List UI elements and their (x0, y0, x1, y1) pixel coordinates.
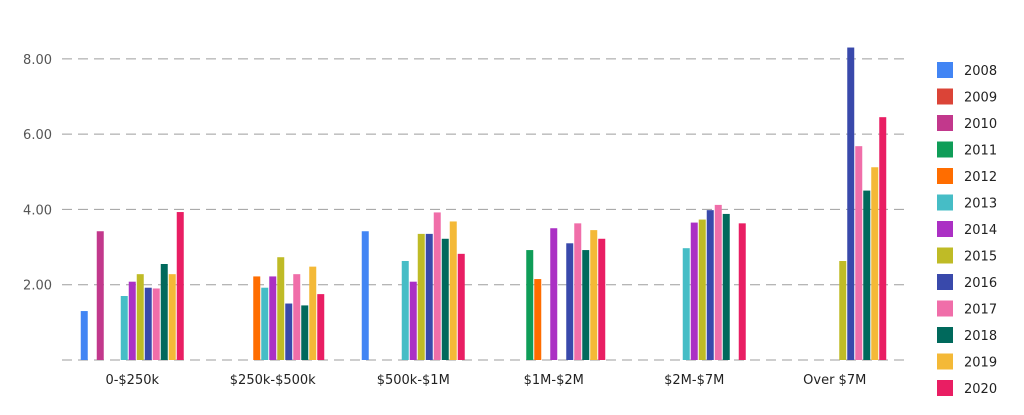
bar-2011-3 (526, 250, 534, 360)
bar-2020-2 (457, 253, 465, 360)
legend-swatch-2008 (937, 62, 953, 78)
bar-2018-2 (441, 238, 449, 360)
x-tick-label: $1M-$2M (524, 373, 584, 388)
legend-label-2015: 2015 (964, 250, 997, 265)
legend-label-2016: 2016 (964, 276, 997, 291)
legend-swatch-2018 (937, 327, 953, 343)
legend-swatch-2019 (937, 353, 953, 370)
bar-2012-3 (534, 279, 542, 360)
legend-swatch-2020 (937, 380, 953, 396)
bar-marks (80, 47, 887, 360)
bar-2012-1 (253, 276, 261, 360)
legend-swatch-2009 (937, 88, 953, 105)
bar-2017-2 (433, 212, 441, 360)
y-tick-label: 2.00 (23, 279, 52, 294)
legend-label-2012: 2012 (964, 170, 997, 185)
bar-2015-0 (136, 274, 144, 360)
bar-2018-1 (301, 305, 309, 360)
bar-2017-0 (152, 288, 160, 360)
bar-2014-4 (690, 222, 698, 360)
legend-label-2008: 2008 (964, 64, 997, 79)
bar-2019-0 (168, 274, 176, 360)
x-tick-label: $250k-$500k (230, 373, 316, 388)
y-axis: 2.00 4.00 6.00 8.00 (23, 53, 52, 294)
bar-2018-4 (722, 213, 730, 360)
legend-swatch-2013 (937, 194, 953, 211)
bar-2017-5 (855, 146, 863, 360)
bar-2013-0 (120, 296, 128, 360)
legend-label-2011: 2011 (964, 144, 997, 159)
bar-2016-1 (285, 303, 293, 360)
bar-2014-2 (409, 281, 417, 360)
y-tick-label: 8.00 (23, 53, 52, 68)
legend-label-2014: 2014 (964, 223, 997, 238)
y-tick-label: 4.00 (23, 203, 52, 218)
bar-2008-2 (361, 231, 369, 360)
bar-2013-4 (682, 248, 690, 360)
bar-2014-0 (128, 281, 136, 360)
legend-label-2019: 2019 (964, 356, 997, 371)
bar-2016-0 (144, 287, 152, 360)
bar-2017-3 (574, 223, 582, 360)
x-axis: 0-$250k $250k-$500k $500k-$1M $1M-$2M $2M-$7… (105, 373, 866, 388)
bar-2019-1 (309, 266, 317, 360)
bar-2013-1 (261, 287, 269, 360)
x-tick-label: $2M-$7M (664, 373, 724, 388)
y-tick-label: 6.00 (23, 128, 52, 143)
legend-label-2009: 2009 (964, 91, 997, 106)
bar-2010-0 (96, 231, 104, 360)
legend-label-2010: 2010 (964, 117, 997, 132)
bar-2020-5 (879, 117, 887, 360)
bar-2016-5 (847, 47, 855, 360)
bar-2015-5 (839, 260, 847, 360)
bar-2020-3 (598, 238, 606, 360)
bar-2017-4 (714, 204, 722, 360)
bar-2020-0 (176, 212, 184, 360)
bar-2015-1 (277, 257, 285, 360)
legend-label-2018: 2018 (964, 329, 997, 344)
x-tick-label: $500k-$1M (377, 373, 450, 388)
bar-2018-5 (863, 190, 871, 360)
bar-2008-0 (80, 311, 88, 360)
bar-2016-2 (425, 233, 433, 360)
legend-swatch-2015 (937, 247, 953, 264)
bar-2017-1 (293, 274, 301, 360)
bar-2014-1 (269, 276, 277, 360)
bar-2019-5 (871, 167, 879, 360)
bar-2016-3 (566, 243, 574, 360)
bar-2019-2 (449, 221, 457, 360)
bar-2019-3 (590, 230, 598, 360)
bar-2018-3 (582, 250, 590, 360)
x-tick-label: Over $7M (803, 373, 866, 388)
legend-label-2020: 2020 (964, 382, 997, 397)
legend-swatch-2010 (937, 115, 953, 131)
legend-swatch-2016 (937, 274, 953, 290)
legend-swatch-2012 (937, 168, 953, 184)
legend-swatch-2014 (937, 221, 953, 237)
gridlines (62, 58, 905, 361)
legend-swatch-2011 (937, 141, 953, 158)
legend-label-2013: 2013 (964, 197, 997, 212)
legend-label-2017: 2017 (964, 303, 997, 318)
bar-2020-4 (738, 223, 746, 360)
bar-2016-4 (706, 210, 714, 360)
bar-2013-2 (401, 260, 409, 360)
bar-2018-0 (160, 264, 168, 360)
bar-2014-3 (550, 228, 558, 360)
bar-2020-1 (317, 294, 325, 360)
bar-2015-2 (417, 233, 425, 360)
legend-swatch-2017 (937, 300, 953, 317)
bar-2015-4 (698, 219, 706, 360)
x-tick-label: 0-$250k (105, 373, 159, 388)
legend: 2008 2009 2010 2011 2012 2013 2014 2015 2016 2017… (937, 62, 997, 397)
